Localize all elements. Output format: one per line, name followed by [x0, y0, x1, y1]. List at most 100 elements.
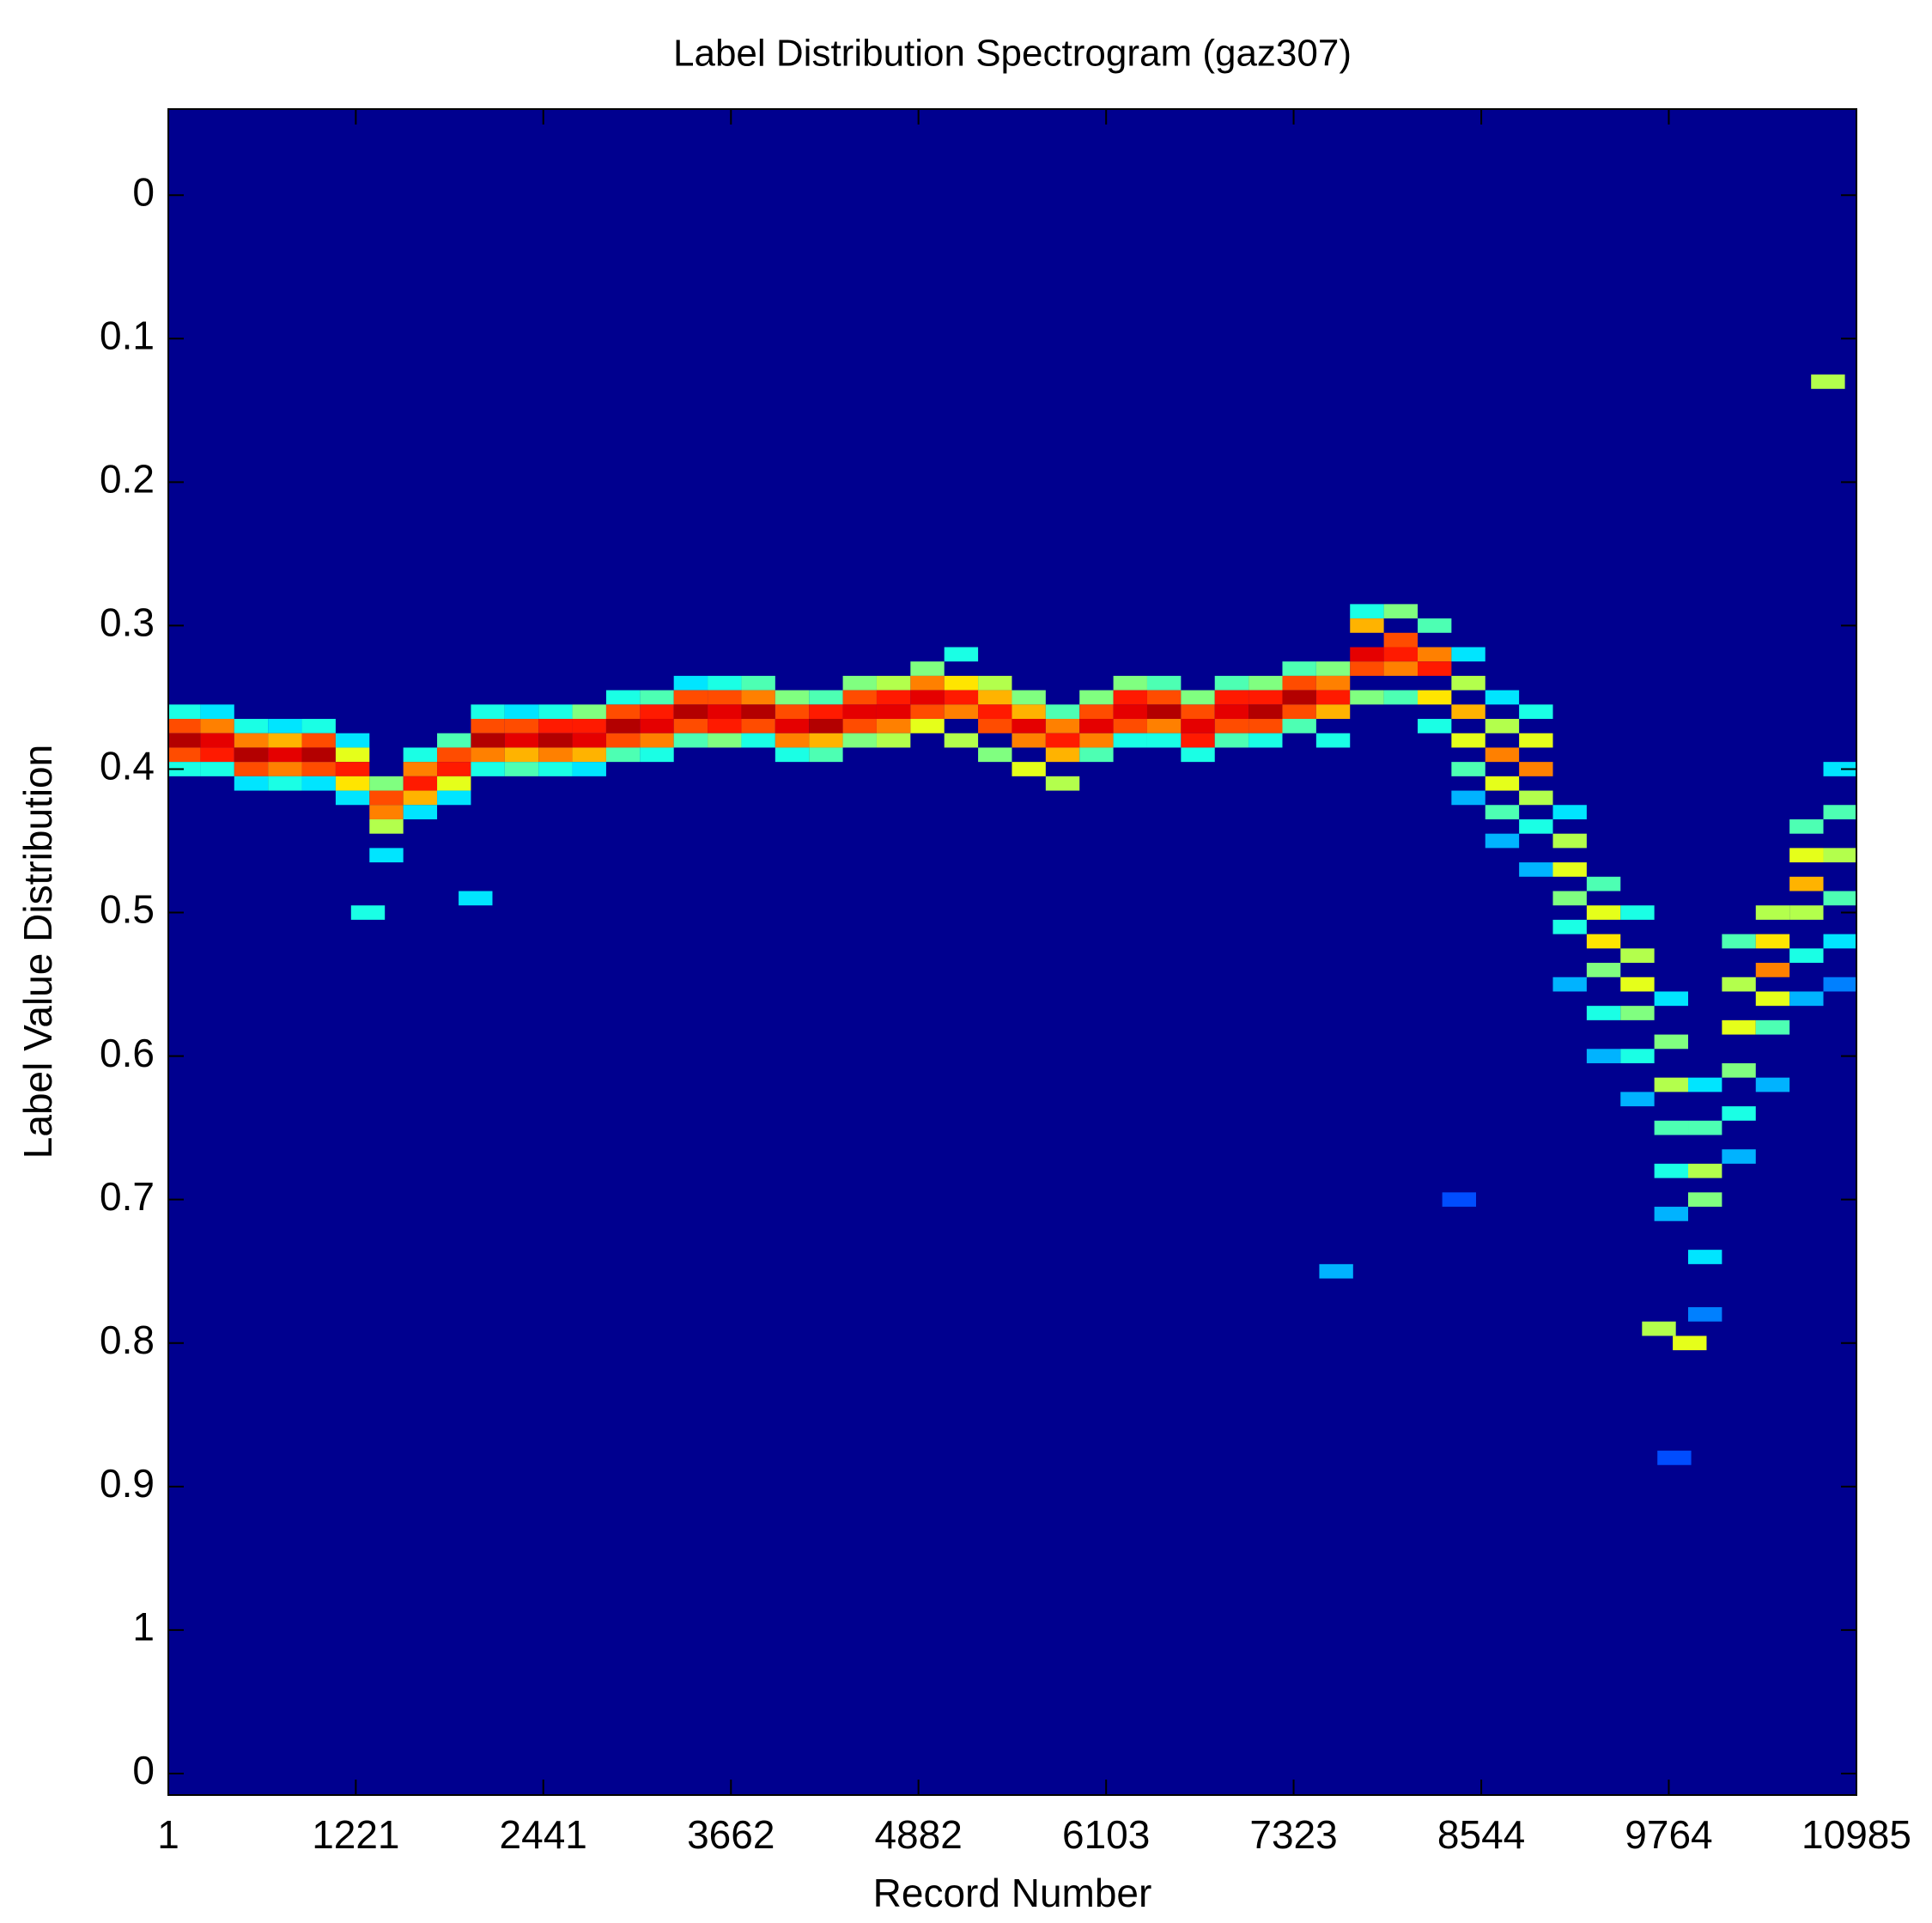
- heatmap-cell: [1214, 690, 1249, 705]
- heatmap-cell: [1045, 733, 1080, 748]
- heatmap-cell: [1620, 905, 1655, 920]
- heatmap-cell: [876, 690, 911, 705]
- heatmap-cell: [335, 776, 370, 791]
- heatmap-cell: [168, 762, 201, 776]
- heatmap-cell: [1079, 733, 1114, 748]
- heatmap-cell: [335, 762, 370, 776]
- heatmap-cell: [471, 747, 505, 763]
- heatmap-cell: [200, 747, 234, 763]
- heatmap-cell: [978, 690, 1012, 705]
- heatmap-cell: [876, 719, 911, 733]
- heatmap-cell: [673, 675, 708, 691]
- heatmap-cell: [1789, 991, 1824, 1007]
- heatmap-cell: [1350, 690, 1384, 705]
- heatmap-cell: [268, 762, 302, 776]
- heatmap-cell: [741, 690, 775, 705]
- heatmap-cell: [944, 690, 979, 705]
- heatmap-cell: [1789, 948, 1824, 964]
- heatmap-cell: [842, 733, 877, 748]
- y-axis-label: Label Value Distribution: [15, 745, 60, 1159]
- x-tick-label: 2441: [500, 1812, 587, 1857]
- heatmap-cell: [1214, 675, 1249, 691]
- heatmap-cell: [538, 762, 573, 776]
- heatmap-cell: [1079, 719, 1114, 733]
- heatmap-cell: [1688, 1306, 1722, 1322]
- heatmap-cell: [1823, 977, 1856, 992]
- heatmap-cell: [1552, 805, 1587, 819]
- heatmap-cell: [1079, 704, 1114, 720]
- heatmap-cell: [1383, 661, 1418, 676]
- heatmap-cell: [471, 719, 505, 733]
- heatmap-cell: [1113, 675, 1147, 691]
- heatmap-cell: [350, 905, 386, 920]
- heatmap-cell: [876, 704, 911, 720]
- heatmap-cell: [1642, 1321, 1676, 1336]
- heatmap-cell: [1383, 690, 1418, 705]
- heatmap-cell: [1688, 1250, 1722, 1264]
- chart-title: Label Distribution Spectrogram (gaz307): [673, 33, 1352, 75]
- heatmap-cell: [1722, 934, 1756, 949]
- heatmap-cell: [234, 747, 269, 763]
- x-tick-label: 6103: [1062, 1812, 1150, 1857]
- heatmap-cell: [572, 733, 606, 748]
- heatmap-cell: [605, 704, 641, 720]
- heatmap-cell: [1586, 905, 1621, 920]
- heatmap-cell: [1552, 833, 1587, 849]
- heatmap-cell: [1079, 747, 1114, 763]
- heatmap-cell: [1755, 1077, 1790, 1092]
- heatmap-cell: [1755, 934, 1790, 949]
- heatmap-cell: [1012, 762, 1046, 776]
- heatmap-cell: [1823, 891, 1856, 906]
- heatmap-cell: [1451, 647, 1485, 662]
- heatmap-cell: [775, 733, 810, 748]
- heatmap-cell: [1113, 704, 1147, 720]
- heatmap-cell: [1045, 704, 1080, 720]
- heatmap-cell: [673, 733, 708, 748]
- heatmap-cell: [944, 704, 979, 720]
- y-tick-label: 0.4: [100, 744, 155, 788]
- heatmap-cell: [200, 719, 234, 733]
- heatmap-cell: [572, 762, 606, 776]
- heatmap-cell: [944, 733, 979, 748]
- heatmap-cell: [301, 747, 336, 763]
- y-tick-label: 0.3: [100, 600, 155, 645]
- heatmap-cell: [168, 733, 201, 748]
- heatmap-cell: [437, 733, 471, 748]
- heatmap-cell: [775, 704, 810, 720]
- heatmap-cell: [1282, 661, 1316, 676]
- heatmap-cell: [1113, 719, 1147, 733]
- heatmap-cell: [1755, 991, 1790, 1007]
- heatmap-cell: [234, 719, 269, 733]
- heatmap-cell: [268, 776, 302, 791]
- x-tick-label: 1221: [312, 1812, 399, 1857]
- heatmap-cell: [504, 704, 539, 720]
- heatmap-cell: [1282, 675, 1316, 691]
- heatmap-cell: [640, 719, 674, 733]
- heatmap-cell: [1586, 1006, 1621, 1020]
- heatmap-cell: [301, 762, 336, 776]
- heatmap-cell: [1451, 733, 1485, 748]
- heatmap-cell: [1485, 747, 1520, 763]
- heatmap-cell: [741, 733, 775, 748]
- heatmap-cell: [1249, 704, 1283, 720]
- heatmap-cell: [403, 762, 438, 776]
- heatmap-cell: [1146, 719, 1182, 733]
- heatmap-cell: [335, 747, 370, 763]
- heatmap-cell: [1383, 632, 1418, 648]
- heatmap-cell: [1181, 704, 1215, 720]
- heatmap-cell: [1315, 661, 1351, 676]
- heatmap-cell: [1811, 374, 1845, 389]
- heatmap-cell: [1722, 1062, 1756, 1078]
- heatmap-cell: [403, 776, 438, 791]
- heatmap-cell: [403, 747, 438, 763]
- heatmap-cell: [1146, 704, 1182, 720]
- heatmap-cell: [437, 747, 471, 763]
- heatmap-cell: [1552, 891, 1587, 906]
- x-tick-label: 8544: [1437, 1812, 1525, 1857]
- heatmap-cell: [1722, 977, 1756, 992]
- heatmap-cell: [1146, 690, 1182, 705]
- heatmap-cell: [1755, 963, 1790, 977]
- heatmap-cell: [1181, 747, 1215, 763]
